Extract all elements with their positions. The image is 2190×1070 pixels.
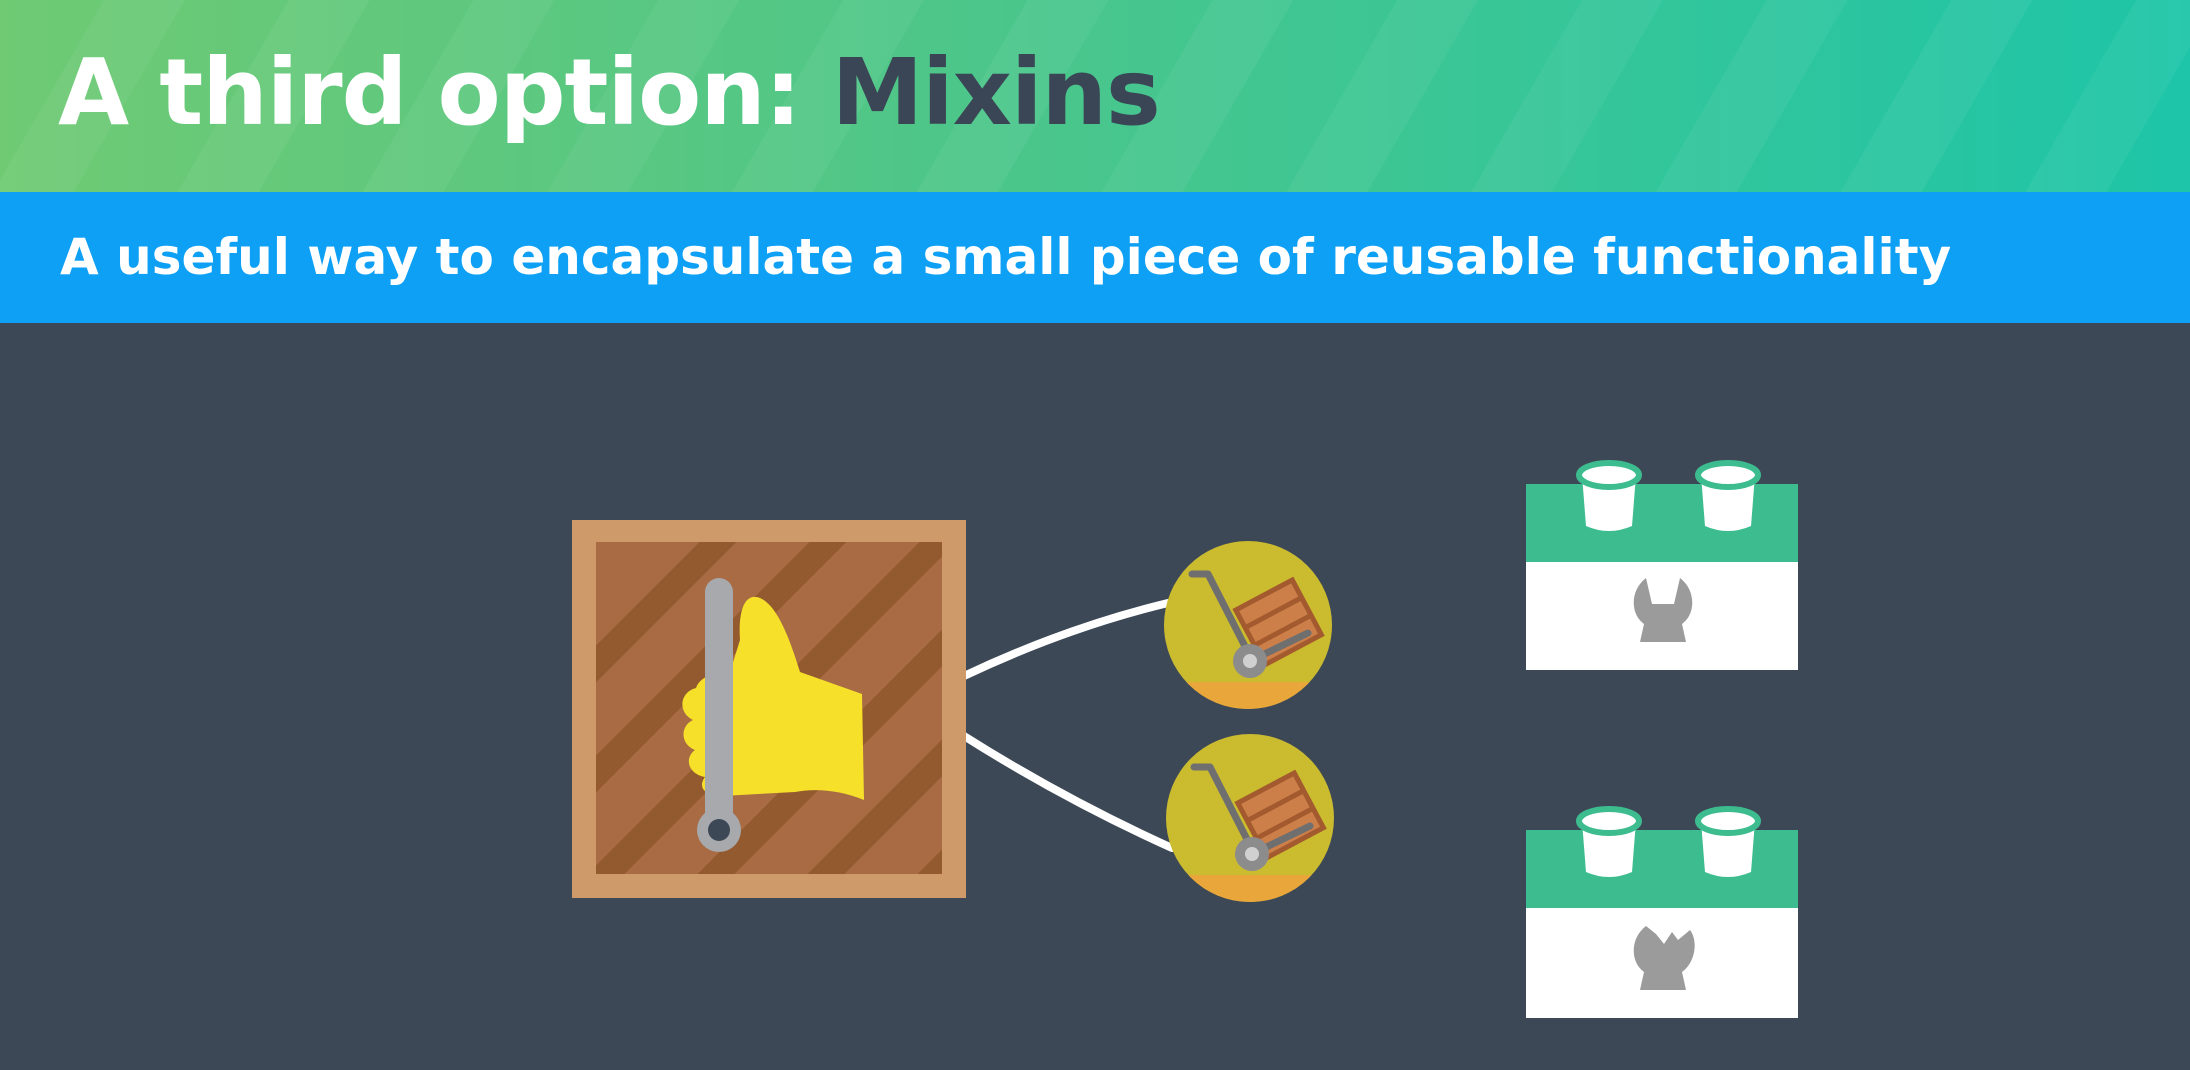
subtitle-bar: A useful way to encapsulate a small piec… [0, 192, 2190, 323]
hand-truck-icon [1164, 541, 1332, 709]
crate-thumbs-up-icon [572, 520, 966, 898]
title-accent: Mixins [831, 39, 1161, 146]
title-prefix: A third option: [58, 39, 832, 146]
slide-title: A third option: Mixins [58, 38, 1161, 148]
connector-line-top [960, 599, 1172, 680]
slide-subtitle: A useful way to encapsulate a small piec… [60, 228, 1952, 286]
lego-block-icon [1526, 806, 1798, 1018]
lego-block-icon [1526, 460, 1798, 670]
title-bar: A third option: Mixins [0, 0, 2190, 192]
wrench-icon [1633, 926, 1695, 990]
wrench-icon [1633, 578, 1693, 642]
hand-truck-icon [1166, 734, 1334, 902]
connector-line-bottom [960, 732, 1176, 852]
